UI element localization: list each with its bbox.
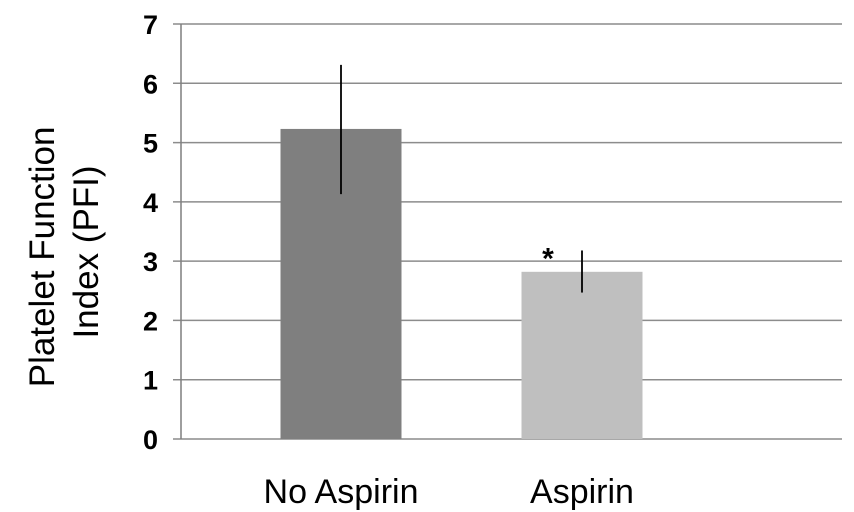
bar-aspirin — [521, 271, 643, 439]
y-tick-label-4: 4 — [143, 188, 158, 218]
significance-marker-aspirin: * — [542, 242, 554, 275]
category-label-aspirin: Aspirin — [530, 473, 634, 511]
y-tick-label-6: 6 — [143, 69, 158, 99]
y-axis-label-line-1: Platelet Function — [23, 127, 62, 388]
y-tick-label-5: 5 — [143, 129, 158, 159]
category-labels: No Aspirin Aspirin — [264, 473, 634, 511]
annotations: * — [542, 242, 554, 275]
y-tick-label-1: 1 — [143, 366, 158, 396]
y-axis-label: Platelet Function Index (PFI) — [23, 117, 106, 387]
y-tick-label-3: 3 — [143, 247, 158, 277]
y-tick-labels: 0 1 2 3 4 5 6 7 — [143, 10, 158, 455]
bars — [280, 128, 643, 439]
category-label-no-aspirin: No Aspirin — [264, 473, 419, 511]
gridlines — [173, 23, 842, 440]
error-bars — [340, 64, 583, 293]
y-tick-label-2: 2 — [143, 306, 158, 336]
y-tick-label-0: 0 — [143, 425, 158, 455]
y-tick-label-7: 7 — [143, 10, 158, 40]
y-axis-label-line-2: Index (PFI) — [67, 165, 106, 338]
